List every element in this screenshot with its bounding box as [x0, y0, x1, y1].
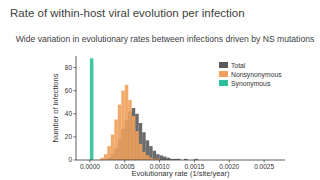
legend-swatch: [219, 62, 228, 68]
legend: Total NonsynonymousSynonymous: [219, 62, 282, 88]
histogram-bar: [104, 154, 107, 160]
histogram-bar: [146, 155, 149, 160]
histogram-bar: [111, 135, 114, 160]
subtitle: Wide variation in evolutionary rates bet…: [16, 34, 315, 44]
histogram-bar: [139, 144, 142, 160]
bars: [90, 58, 198, 160]
histogram-bar: [135, 131, 138, 160]
title: Rate of within-host viral evolution per …: [10, 7, 245, 19]
legend-label: Synonymous: [231, 80, 271, 88]
y-axis: [76, 56, 77, 160]
y-tick-label: 0: [68, 156, 72, 163]
y-tick-label: 80: [65, 64, 73, 71]
histogram-bar: [146, 140, 149, 160]
y-tick-label: 20: [65, 133, 73, 140]
y-axis-label: Number of infections: [51, 73, 60, 142]
background: [0, 0, 320, 180]
x-axis-label: Evolutionary rate (1/site/year): [132, 169, 230, 178]
histogram-bar: [132, 116, 135, 160]
legend-swatch: [219, 80, 228, 86]
histogram-bar: [156, 154, 159, 160]
y-tick-label: 60: [65, 87, 73, 94]
histogram-bar: [128, 100, 131, 160]
histogram-bar: [139, 123, 142, 160]
histogram-bar: [114, 120, 117, 160]
y-tick: [74, 67, 77, 68]
histogram-bar: [142, 152, 145, 160]
legend-label: Nonsynonymous: [231, 71, 282, 79]
histogram-bar: [160, 155, 163, 160]
x-tick-label: 0.0000: [80, 163, 100, 170]
x-axis: [76, 160, 285, 161]
legend-swatch: [219, 71, 228, 77]
x-tick-label: 0.0025: [254, 163, 274, 170]
y-tick: [74, 90, 77, 91]
y-tick: [74, 160, 77, 161]
histogram-bar: [149, 146, 152, 160]
y-tick: [74, 136, 77, 137]
histogram-bar: [125, 85, 128, 160]
y-tick-label: 40: [65, 110, 73, 117]
legend-label: Total: [231, 62, 246, 69]
histogram-bar: [107, 146, 110, 160]
histogram-bar: [121, 91, 124, 160]
histogram-bar: [132, 108, 135, 160]
histogram-bar: [135, 114, 138, 160]
histogram-bar: [142, 132, 145, 160]
histogram-bar: [153, 151, 156, 160]
y-tick: [74, 113, 77, 114]
histogram-bar: [90, 58, 93, 160]
histogram-bar: [118, 105, 121, 160]
histogram-bar: [163, 157, 166, 160]
chart: Rate of within-host viral evolution per …: [0, 0, 320, 180]
